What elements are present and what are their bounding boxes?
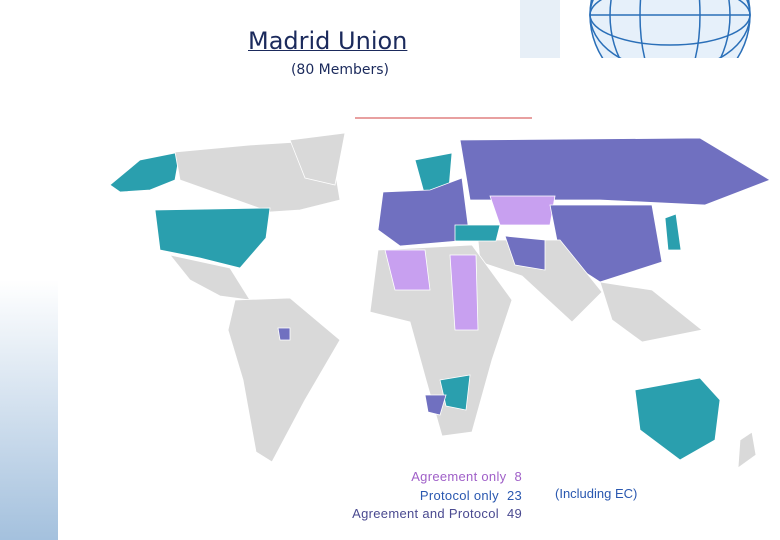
legend-label: Agreement and Protocol (352, 506, 499, 521)
legend-item: Agreement only 8 (352, 468, 522, 487)
legend-item: Protocol only 23 (352, 487, 522, 506)
legend-item: Agreement and Protocol 49 (352, 505, 522, 524)
legend: Agreement only 8 Protocol only 23 Agreement … (352, 468, 522, 524)
title: Madrid Union (248, 27, 408, 55)
legend-note: (Including EC) (555, 486, 638, 501)
subtitle: (80 Members) (290, 62, 390, 78)
legend-label: Agreement only (411, 469, 507, 484)
world-map (109, 132, 771, 469)
legend-count: 23 (506, 487, 522, 503)
legend-count: 8 (514, 469, 522, 484)
legend-count: 49 (506, 506, 522, 521)
grid-deco (520, 0, 560, 58)
globe (589, 0, 751, 58)
side-strip (0, 280, 58, 540)
legend-label: Protocol only (419, 487, 499, 503)
